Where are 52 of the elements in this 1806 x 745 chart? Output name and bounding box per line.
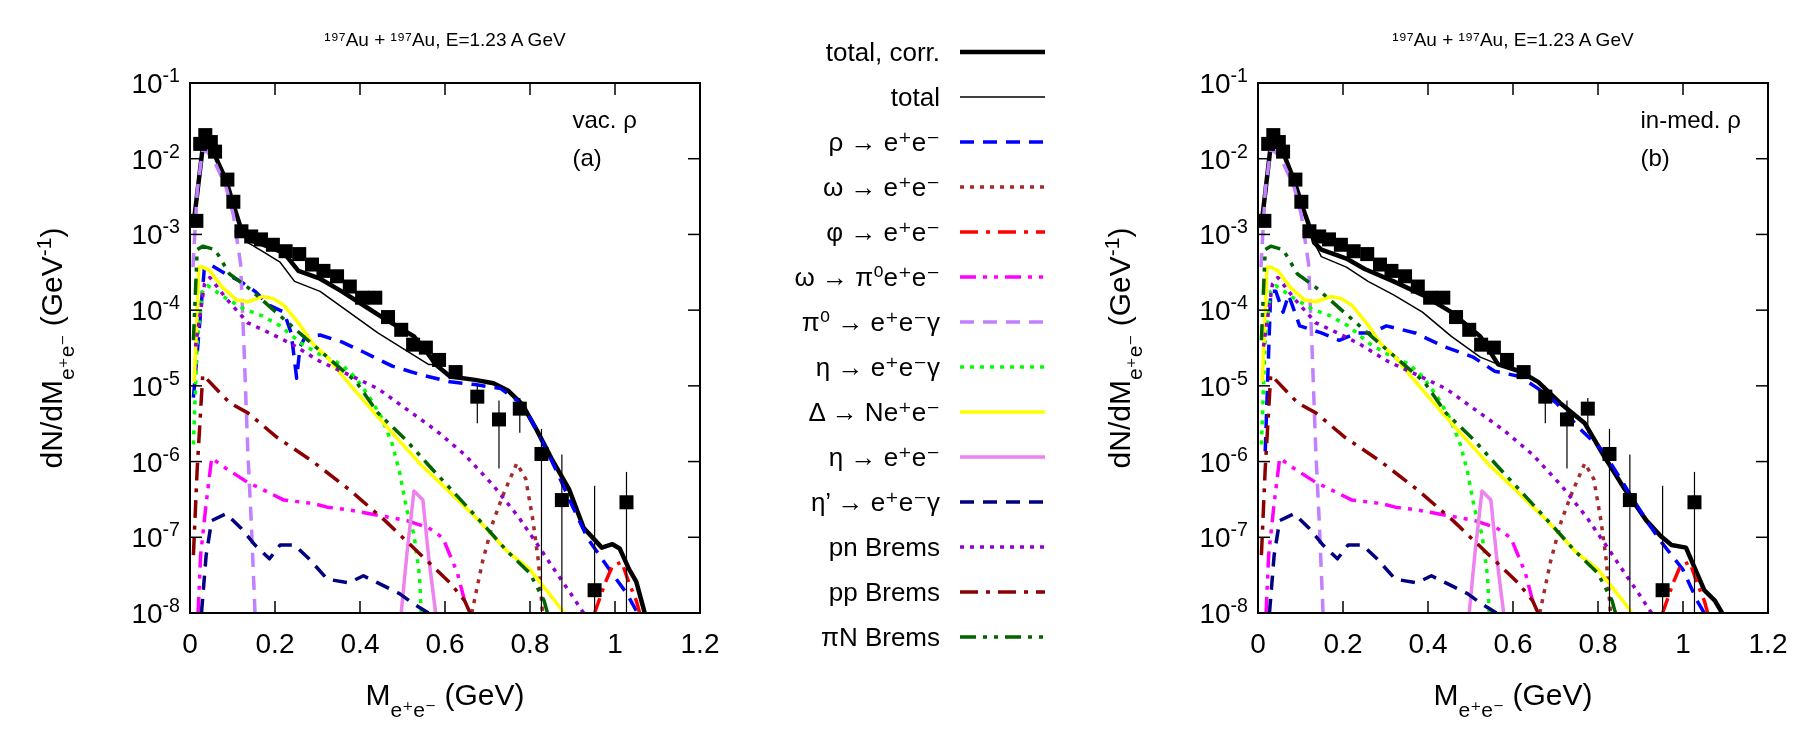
x-axis-title: M$_{e⁺e⁻}$ (GeV)	[365, 678, 525, 721]
annotation: in-med. ρ	[1640, 106, 1741, 133]
x-tick-label: 0	[182, 628, 198, 659]
y-tick-label: 10$^{-4}$	[131, 291, 181, 327]
x-tick-label: 0.8	[510, 628, 550, 659]
legend-label: φ → e⁺e⁻	[826, 217, 940, 247]
legend-label: total	[890, 82, 940, 112]
annotation: (b)	[1640, 144, 1670, 171]
x-tick-label: 0.4	[340, 628, 380, 659]
chart-title: ¹⁹⁷Au + ¹⁹⁷Au, E=1.23 A GeV	[324, 29, 566, 50]
annotation: (a)	[572, 144, 602, 171]
y-tick-label: 10$^{-2}$	[131, 139, 180, 175]
y-tick-label: 10$^{-4}$	[1199, 291, 1249, 327]
x-tick-label: 0.2	[255, 628, 295, 659]
legend-label: total, corr.	[825, 37, 940, 67]
y-tick-label: 10$^{-6}$	[131, 442, 181, 478]
legend-label: η → e⁺e⁻	[828, 442, 940, 472]
legend-label: ω → π⁰e⁺e⁻	[794, 262, 940, 292]
legend-label: pn Brems	[828, 532, 940, 562]
legend-label: η’ → e⁺e⁻γ	[810, 487, 940, 517]
x-tick-label: 0.8	[1578, 628, 1618, 659]
y-tick-label: 10$^{-5}$	[131, 366, 181, 402]
y-tick-label: 10$^{-1}$	[1199, 64, 1248, 99]
x-tick-label: 0.4	[1408, 628, 1448, 659]
legend-label: π⁰ → e⁺e⁻γ	[801, 307, 940, 337]
y-tick-label: 10$^{-8}$	[1199, 594, 1249, 629]
x-tick-label: 1.2	[1748, 628, 1788, 659]
x-tick-label: 0.6	[425, 628, 465, 659]
y-tick-label: 10$^{-8}$	[131, 594, 181, 629]
y-tick-label: 10$^{-5}$	[1199, 366, 1249, 402]
x-tick-label: 0.2	[1323, 628, 1363, 659]
x-tick-label: 0.6	[1493, 628, 1533, 659]
y-tick-label: 10$^{-1}$	[131, 64, 180, 99]
y-tick-label: 10$^{-3}$	[1199, 215, 1249, 251]
x-axis-title: M$_{e⁺e⁻}$ (GeV)	[1433, 678, 1593, 721]
legend-label: Δ → Ne⁺e⁻	[808, 397, 940, 427]
x-tick-label: 1	[607, 628, 623, 659]
y-tick-label: 10$^{-7}$	[1199, 518, 1248, 554]
legend-label: πN Brems	[820, 622, 940, 652]
chart-title: ¹⁹⁷Au + ¹⁹⁷Au, E=1.23 A GeV	[1392, 29, 1634, 50]
y-tick-label: 10$^{-3}$	[131, 215, 181, 251]
legend-label: ρ → e⁺e⁻	[828, 127, 940, 157]
y-tick-label: 10$^{-2}$	[1199, 139, 1248, 175]
y-tick-label: 10$^{-7}$	[131, 518, 180, 554]
x-tick-label: 0	[1250, 628, 1266, 659]
legend-label: pp Brems	[828, 577, 940, 607]
y-tick-label: 10$^{-6}$	[1199, 442, 1249, 478]
legend-label: η → e⁺e⁻γ	[815, 352, 940, 382]
legend-label: ω → e⁺e⁻	[822, 172, 940, 202]
annotation: vac. ρ	[572, 106, 637, 133]
x-tick-label: 1.2	[680, 628, 720, 659]
x-tick-label: 1	[1675, 628, 1691, 659]
